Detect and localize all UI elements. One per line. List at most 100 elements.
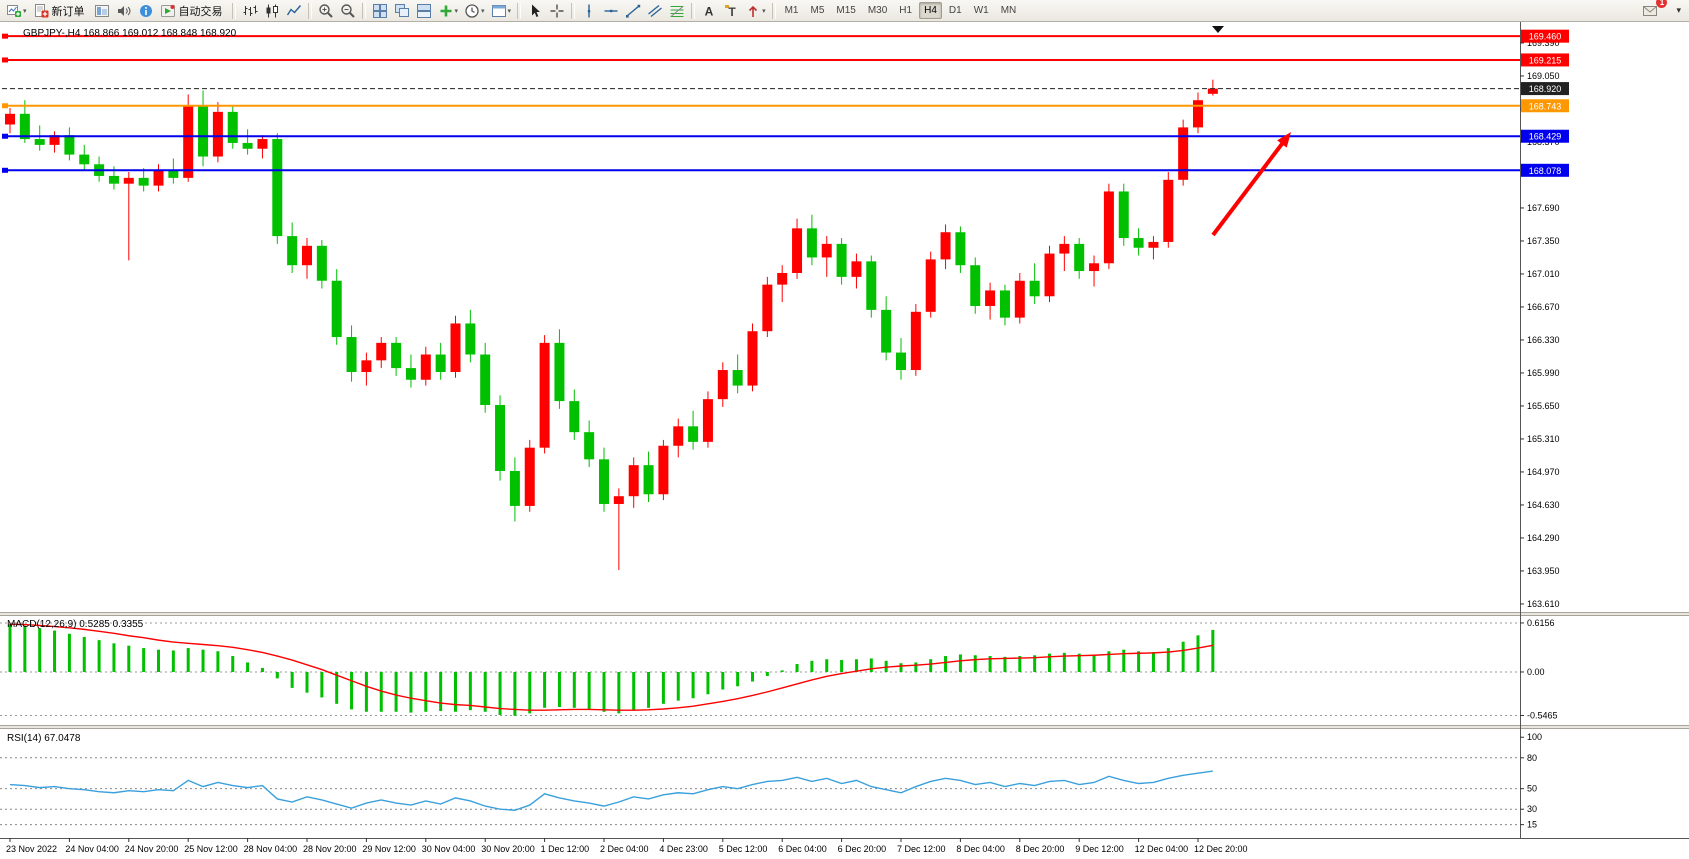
horizontal-line-tool-button[interactable] bbox=[600, 0, 622, 21]
macd-histogram-bar bbox=[973, 655, 977, 672]
macd-histogram-bar bbox=[617, 671, 621, 714]
candle bbox=[49, 135, 60, 145]
time-axis[interactable]: 23 Nov 2022 24 Nov 04:00 24 Nov 20:00 25 No… bbox=[6, 838, 1248, 854]
trendline-tool-button[interactable] bbox=[622, 0, 644, 21]
candle bbox=[866, 261, 877, 310]
price-axis[interactable]: 169.390169.050168.710168.370167.690167.3… bbox=[1520, 38, 1560, 609]
timeframe-m30-button[interactable]: M30 bbox=[867, 5, 888, 16]
bar-chart-mode-button[interactable] bbox=[239, 0, 261, 21]
zoom-in-button[interactable] bbox=[315, 0, 337, 21]
price-badge[interactable] bbox=[1521, 163, 1569, 177]
toolbar-overflow-button[interactable]: ▾ bbox=[1676, 5, 1681, 15]
macd-histogram-bar bbox=[572, 671, 576, 708]
price-badge[interactable] bbox=[1521, 29, 1569, 43]
candle bbox=[821, 243, 832, 258]
trendline-icon bbox=[625, 3, 641, 19]
svg-text:8 Dec 20:00: 8 Dec 20:00 bbox=[1016, 844, 1065, 854]
macd-histogram-bar bbox=[127, 645, 131, 672]
shift-end-marker[interactable] bbox=[1212, 26, 1224, 33]
macd-histogram-bar bbox=[53, 630, 57, 672]
line-handle[interactable] bbox=[2, 133, 8, 139]
candle bbox=[138, 177, 149, 186]
macd-histogram-bar bbox=[840, 660, 844, 672]
candle bbox=[896, 352, 906, 371]
add-indicator-button[interactable]: ▾ bbox=[435, 0, 462, 21]
trend-arrow-annotation[interactable] bbox=[1211, 132, 1291, 237]
timeframe-w1-button[interactable]: W1 bbox=[973, 5, 989, 16]
timeframe-m15-button[interactable]: M15 bbox=[836, 5, 856, 16]
candle bbox=[747, 331, 758, 386]
cursor-tool-button[interactable] bbox=[524, 0, 546, 21]
macd-histogram-bar bbox=[38, 628, 42, 672]
candlestick-mode-button[interactable] bbox=[261, 0, 283, 21]
chart-canvas[interactable]: 169.390169.050168.710168.370167.690167.3… bbox=[0, 22, 1689, 859]
candle bbox=[34, 139, 45, 145]
svg-text:6 Dec 04:00: 6 Dec 04:00 bbox=[778, 844, 827, 854]
crosshair-tool-button[interactable] bbox=[546, 0, 568, 21]
tile-windows-button[interactable] bbox=[369, 0, 391, 21]
indicator-plus-icon bbox=[438, 3, 454, 19]
zoom-out-button[interactable] bbox=[337, 0, 359, 21]
arrange-icon bbox=[416, 3, 432, 19]
toolbar-separator bbox=[771, 2, 776, 19]
price-badge[interactable] bbox=[1521, 53, 1569, 67]
svg-text:169.460: 169.460 bbox=[1529, 32, 1562, 42]
macd-histogram-bar bbox=[765, 671, 769, 676]
notifications-button[interactable]: 1 bbox=[1639, 0, 1668, 21]
vertical-line-tool-button[interactable] bbox=[578, 0, 600, 21]
resistance-line-2[interactable]: 169.215 bbox=[2, 53, 1569, 67]
resistance-line-1[interactable]: 169.460 bbox=[2, 29, 1569, 43]
current-price[interactable]: 168.920 bbox=[2, 82, 1569, 96]
orange-level[interactable]: 168.743 bbox=[2, 99, 1569, 113]
macd-histogram-bar bbox=[1077, 653, 1081, 672]
svg-text:166.670: 166.670 bbox=[1527, 302, 1560, 312]
support-line-2[interactable]: 168.078 bbox=[2, 163, 1569, 177]
timeframe-h1-button[interactable]: H1 bbox=[899, 5, 913, 16]
candle bbox=[272, 139, 283, 237]
macd-histogram-bar bbox=[795, 664, 799, 672]
sound-alerts-button[interactable] bbox=[113, 0, 135, 21]
period-menu-button[interactable]: ▾ bbox=[461, 0, 488, 21]
timeframe-m1-button[interactable]: M1 bbox=[784, 5, 799, 16]
line-handle[interactable] bbox=[2, 33, 8, 39]
line-handle[interactable] bbox=[2, 167, 8, 173]
new-order-button[interactable]: 新订单 bbox=[30, 0, 91, 21]
panel-divider[interactable] bbox=[0, 612, 1689, 616]
arrows-tool-button[interactable]: ▾ bbox=[742, 0, 769, 21]
timeframe-mn-button[interactable]: MN bbox=[1000, 5, 1017, 16]
macd-histogram-bar bbox=[1033, 655, 1037, 672]
timeframe-d1-button[interactable]: D1 bbox=[948, 5, 962, 16]
macd-histogram-bar bbox=[543, 671, 547, 708]
auto-trading-button[interactable]: 自动交易 bbox=[157, 0, 229, 21]
timeframe-m5-button[interactable]: M5 bbox=[810, 5, 825, 16]
macd-histogram-bar bbox=[439, 671, 443, 711]
label-tool-button[interactable]: T bbox=[720, 0, 742, 21]
cascade-windows-button[interactable] bbox=[391, 0, 413, 21]
chevron-down-icon: ▾ bbox=[507, 7, 512, 15]
candle bbox=[376, 342, 387, 361]
community-button[interactable] bbox=[135, 0, 157, 21]
line-chart-mode-button[interactable] bbox=[283, 0, 305, 21]
svg-text:165.650: 165.650 bbox=[1527, 401, 1560, 411]
support-line-1[interactable]: 168.429 bbox=[2, 129, 1569, 143]
text-tool-button[interactable]: A bbox=[698, 0, 720, 21]
new-chart-button[interactable]: ▾ bbox=[3, 0, 30, 21]
panel-divider[interactable] bbox=[0, 725, 1689, 729]
fibonacci-tool-button[interactable] bbox=[666, 0, 688, 21]
rsi-line bbox=[9, 770, 1213, 811]
macd-histogram-bar bbox=[513, 671, 517, 716]
line-handle[interactable] bbox=[2, 57, 8, 63]
price-badge[interactable] bbox=[1521, 82, 1569, 96]
line-handle[interactable] bbox=[2, 103, 8, 109]
channel-tool-button[interactable] bbox=[644, 0, 666, 21]
timeframe-h4-button[interactable]: H4 bbox=[919, 2, 942, 19]
candle bbox=[1148, 241, 1159, 248]
candle bbox=[1207, 88, 1218, 94]
price-badge[interactable] bbox=[1521, 99, 1569, 113]
template-menu-button[interactable]: ▾ bbox=[488, 0, 515, 21]
price-badge[interactable] bbox=[1521, 129, 1569, 143]
chart-profiles-button[interactable] bbox=[91, 0, 113, 21]
arrange-windows-button[interactable] bbox=[413, 0, 435, 21]
svg-text:168.920: 168.920 bbox=[1529, 84, 1562, 94]
macd-histogram-bar bbox=[914, 662, 918, 672]
